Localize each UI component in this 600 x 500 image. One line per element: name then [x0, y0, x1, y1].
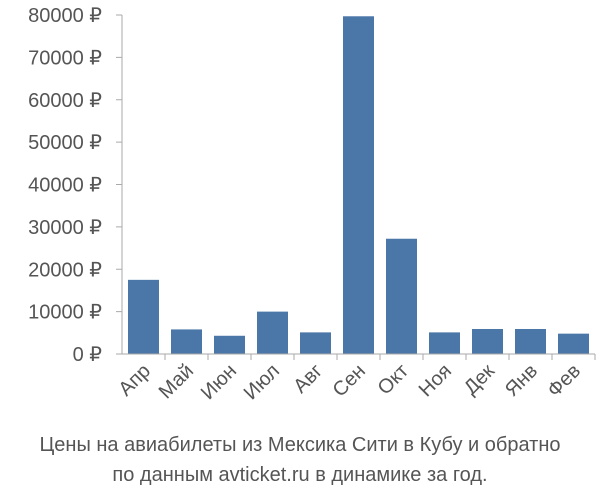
x-tick-label: Окт [374, 360, 413, 399]
bar-2 [214, 335, 245, 354]
chart-caption-line-1: Цены на авиабилеты из Мексика Сити в Куб… [39, 434, 561, 456]
y-tick-label: 60000 ₽ [28, 90, 102, 112]
y-tick-label: 20000 ₽ [28, 259, 102, 281]
bars [128, 16, 589, 355]
x-tick-label: Май [155, 360, 198, 403]
y-tick-label: 50000 ₽ [28, 132, 102, 154]
bar-4 [300, 332, 331, 354]
y-tick-label: 30000 ₽ [28, 217, 102, 239]
bar-7 [429, 332, 460, 354]
bar-1 [171, 329, 202, 354]
bar-8 [472, 328, 503, 354]
x-tick-label: Фев [543, 360, 585, 402]
bar-5 [343, 16, 374, 355]
x-tick-label: Авг [289, 360, 327, 398]
x-tick-label: Июн [197, 360, 241, 404]
bar-10 [558, 333, 589, 354]
bar-3 [257, 311, 288, 354]
y-tick-label: 0 ₽ [73, 344, 103, 366]
x-tick-label: Ноя [415, 360, 456, 401]
bar-6 [386, 238, 417, 354]
x-tick-label: Янв [501, 360, 542, 401]
bar-0 [128, 279, 159, 354]
y-axis-ticks: 0 ₽ 10000 ₽ 20000 ₽ 30000 ₽ 40000 ₽ 50000 ₽ 60… [28, 5, 122, 366]
y-tick-label: 10000 ₽ [28, 302, 102, 324]
bar-chart: 0 ₽ 10000 ₽ 20000 ₽ 30000 ₽ 40000 ₽ 50000 ₽ 60… [28, 5, 596, 404]
chart-caption-line-2: по данным avticket.ru в динамике за год. [112, 464, 488, 486]
y-tick-label: 40000 ₽ [28, 175, 102, 197]
x-tick-label: Сен [329, 360, 370, 401]
x-tick-label: Дек [460, 360, 499, 399]
x-tick-label: Июл [240, 360, 284, 404]
bar-9 [515, 328, 546, 354]
y-tick-label: 80000 ₽ [28, 5, 102, 27]
y-tick-label: 70000 ₽ [28, 47, 102, 69]
x-tick-label: Апр [115, 360, 156, 401]
